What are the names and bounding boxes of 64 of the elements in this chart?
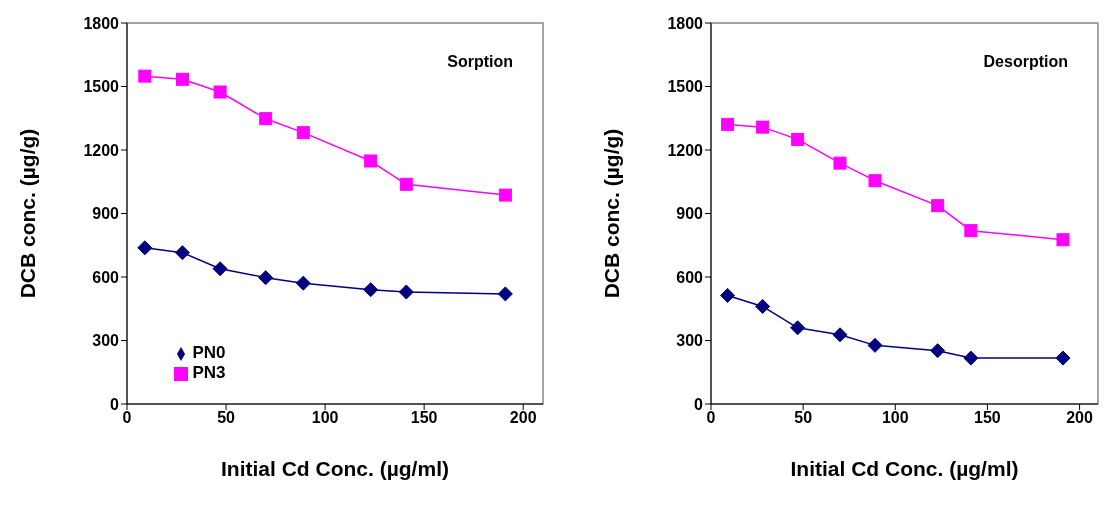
y-tick-label: 1200 [667,141,704,159]
y-axis-title: DCB conc. (µg/g) [16,128,40,299]
point [498,188,512,202]
x-tick-label: 0 [122,409,132,427]
point [931,199,945,213]
point [399,177,413,191]
y-tick-label: 900 [676,205,704,223]
x-tick-label: 200 [1066,409,1094,427]
y-tick-label: 1500 [83,78,120,96]
point [790,320,806,336]
x-tick-label: 100 [311,409,339,427]
point [755,298,771,314]
y-tick-label: 1500 [667,78,704,96]
point [259,112,273,126]
y-axis-title: DCB conc. (µg/g) [600,128,624,299]
x-tick-label: 0 [706,409,716,427]
y-tick-label: 900 [92,205,120,223]
point [1055,350,1071,366]
x-tick-label: 50 [794,409,813,427]
point [398,284,414,300]
point [296,126,310,140]
point [497,286,513,302]
point [295,275,311,291]
x-axis-title: Initial Cd Conc. (µg/ml) [790,457,1019,480]
annotation: Sorption [447,53,513,71]
y-tick-label: 1800 [667,14,704,32]
point [868,174,882,188]
x-tick-label: 150 [410,409,438,427]
point [832,327,848,343]
point [930,343,946,359]
legend-label: PN3 [192,363,226,382]
point [213,85,227,99]
y-tick-label: 300 [92,332,120,350]
legend-label: PN0 [192,343,226,362]
point [138,69,152,83]
point [363,282,379,298]
y-tick-label: 600 [676,268,704,286]
point [137,240,153,256]
point [1056,233,1070,247]
y-tick-label: 600 [92,268,120,286]
point [867,337,883,353]
point [833,156,847,170]
point [175,72,189,86]
y-tick-label: 0 [694,395,704,413]
point [721,117,735,131]
x-tick-label: 200 [509,409,537,427]
point [720,287,736,303]
point [963,350,979,366]
point [174,245,190,261]
point [791,132,805,146]
x-axis-title: Initial Cd Conc. (µg/ml) [221,457,449,480]
x-tick-label: 50 [217,409,236,427]
y-tick-label: 1200 [83,141,120,159]
x-tick-label: 150 [974,409,1001,427]
y-tick-label: 0 [110,395,120,413]
y-tick-label: 1800 [83,14,120,32]
point [258,270,274,286]
x-tick-label: 100 [881,409,909,427]
point [756,120,770,134]
point [364,154,378,168]
point [212,261,228,277]
point [964,224,978,238]
y-tick-label: 300 [676,332,704,350]
annotation: Desorption [983,53,1068,71]
